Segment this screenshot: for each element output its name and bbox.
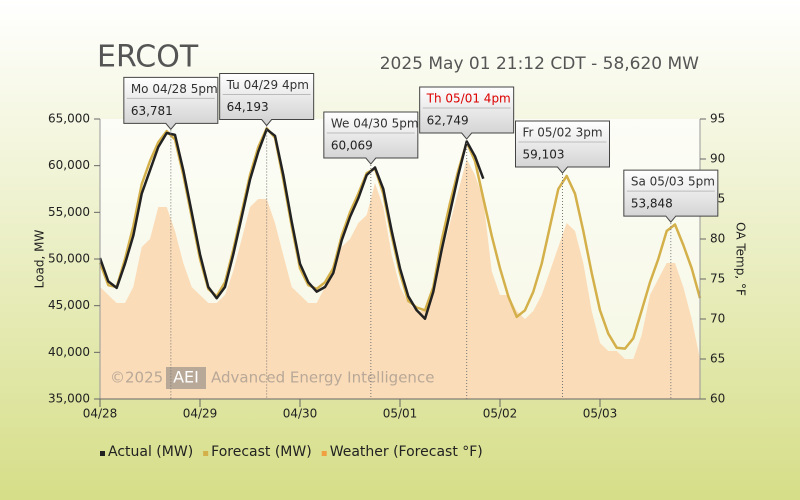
- callout-label: We 04/30 5pm: [331, 117, 419, 131]
- watermark-logo: AEI: [173, 368, 199, 387]
- callout-label: Tu 04/29 4pm: [226, 78, 309, 92]
- callout-box: [419, 86, 515, 140]
- x-tick-label: 05/02: [483, 407, 518, 421]
- weather-area: [100, 159, 700, 399]
- load-line: [98, 128, 485, 320]
- watermark-name: Advanced Energy Intelligence: [211, 369, 434, 387]
- callout-box: [515, 120, 610, 174]
- x-tick-label: 05/03: [583, 407, 618, 421]
- legend-swatch: [321, 451, 327, 456]
- y2-tick-label: 90: [710, 152, 725, 166]
- y2-axis-label: OA Temp, °F: [734, 222, 748, 296]
- callout-label: Mo 04/28 5pm: [131, 82, 218, 96]
- watermark-copyright: ©2025: [110, 369, 163, 387]
- callout-value: 53,848: [631, 197, 673, 211]
- y-tick-label: 60,000: [48, 158, 90, 172]
- subtitle: 2025 May 01 21:12 CDT - 58,620 MW: [380, 54, 699, 74]
- y-tick-label: 55,000: [48, 205, 90, 219]
- x-tick-label: 05/01: [383, 407, 418, 421]
- y-axis-label: Load, MW: [33, 230, 47, 289]
- callout-value: 59,103: [523, 148, 565, 162]
- callout-label: Sa 05/03 5pm: [631, 175, 715, 189]
- callout-value: 62,749: [427, 114, 469, 128]
- callout-label: Th 05/01 4pm: [426, 92, 511, 106]
- legend-swatch: [100, 451, 105, 456]
- legend-label: Actual (MW): [108, 444, 193, 460]
- callout-box: [219, 73, 315, 127]
- x-tick-label: 04/28: [83, 407, 118, 421]
- y2-tick-label: 75: [710, 272, 725, 286]
- y2-tick-label: 80: [710, 232, 725, 246]
- callout-value: 64,193: [227, 100, 269, 114]
- y-tick-label: 35,000: [48, 392, 90, 406]
- y2-tick-label: 60: [710, 392, 725, 406]
- callout-box: [323, 111, 419, 165]
- y2-tick-label: 95: [710, 112, 725, 126]
- chart-title: ERCOT: [97, 40, 199, 75]
- x-tick-label: 04/30: [283, 407, 318, 421]
- y2-tick-label: 70: [710, 312, 725, 326]
- callout-label: Fr 05/02 3pm: [523, 126, 603, 140]
- x-tick-label: 04/29: [183, 407, 218, 421]
- y-tick-label: 50,000: [48, 252, 90, 266]
- plot: [98, 127, 702, 399]
- y-tick-label: 65,000: [48, 112, 90, 126]
- callout-box: [623, 169, 719, 223]
- y-tick-label: 45,000: [48, 298, 90, 312]
- legend-swatch: [203, 451, 209, 456]
- callout-value: 60,069: [331, 139, 373, 153]
- y-tick-label: 40,000: [48, 345, 90, 359]
- legend-label: Weather (Forecast °F): [330, 444, 483, 460]
- watermark-logo-box: [166, 367, 206, 389]
- callout-value: 63,781: [131, 104, 173, 118]
- callout-box: [123, 76, 219, 131]
- legend-label: Forecast (MW): [211, 444, 312, 460]
- y2-tick-label: 65: [710, 352, 725, 366]
